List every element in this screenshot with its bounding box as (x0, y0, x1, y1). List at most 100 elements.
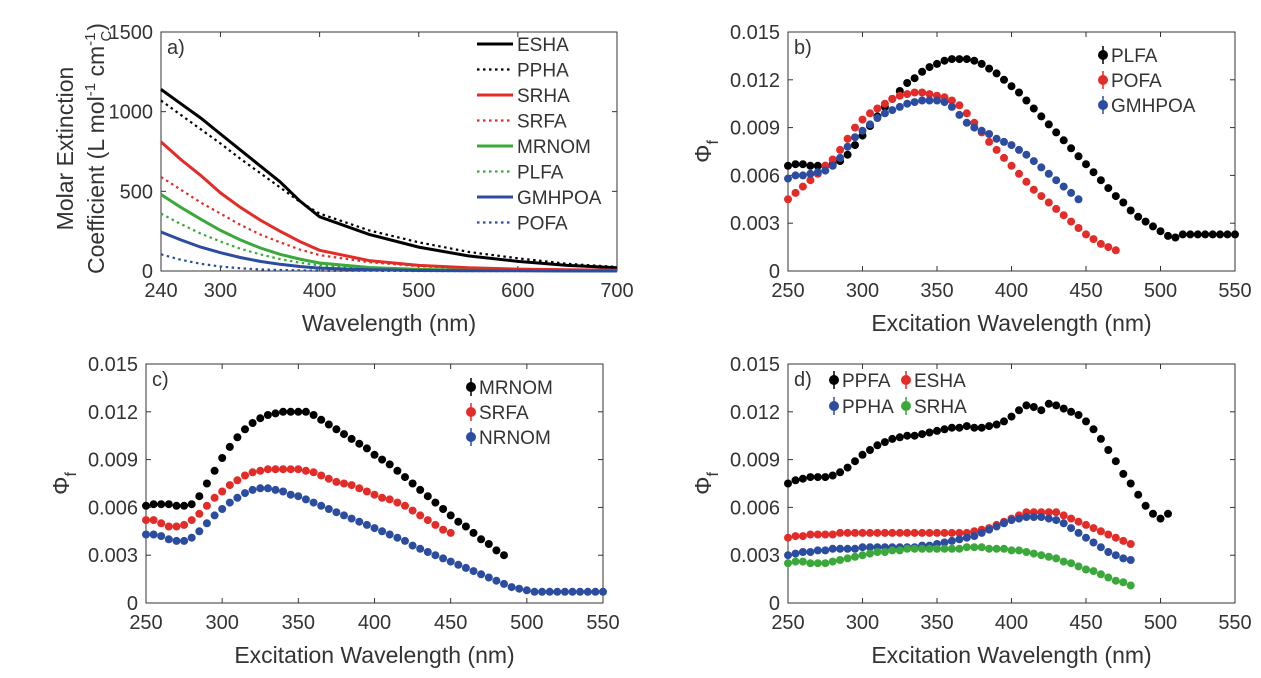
data-point-ppha (836, 544, 845, 553)
data-point-nrnom (301, 495, 310, 504)
x-tick-label: 550 (1218, 612, 1251, 634)
data-point-nrnom (256, 484, 265, 493)
data-point-ppha (851, 544, 859, 553)
data-point-pofa (1082, 230, 1090, 239)
data-point-srha (910, 544, 919, 553)
data-point-plfa (784, 161, 792, 170)
data-point-srfa (202, 501, 211, 510)
data-point-pofa (866, 109, 874, 118)
x-tick-label: 400 (995, 612, 1028, 634)
data-point-gmhpoa (888, 106, 897, 115)
data-point-nrnom (210, 511, 219, 520)
data-point-srha (1022, 548, 1031, 556)
data-point-plfa (1231, 230, 1239, 239)
data-point-srha (1029, 549, 1038, 558)
x-tick-label: 350 (920, 612, 953, 634)
y-tick-label: 0.015 (88, 354, 138, 376)
data-point-srha (1111, 576, 1120, 585)
data-point-ppfa (1126, 479, 1135, 488)
data-point-mrnom (317, 415, 326, 424)
data-point-srfa (157, 519, 166, 528)
data-point-ppfa (880, 438, 889, 447)
data-point-ppha (1089, 538, 1098, 547)
data-point-mrnom (157, 500, 166, 509)
data-point-pofa (791, 188, 800, 197)
data-point-nrnom (286, 490, 295, 499)
data-point-gmhpoa (1029, 157, 1038, 166)
legend-label-plfa: PLFA (1111, 46, 1158, 67)
data-point-srha (1007, 546, 1016, 555)
data-point-nrnom (263, 484, 272, 493)
data-point-srha (903, 544, 912, 553)
data-point-plfa (1074, 152, 1083, 161)
data-point-srfa (149, 516, 158, 525)
data-point-nrnom (202, 519, 211, 528)
data-point-esha (1111, 533, 1120, 542)
y-tick-label: 0.006 (730, 497, 780, 519)
data-point-pofa (1111, 246, 1120, 255)
data-point-pofa (955, 101, 964, 110)
data-point-srfa (172, 522, 181, 531)
data-point-esha (880, 528, 889, 537)
data-point-plfa (1000, 75, 1008, 84)
y-axis-label: Φf (48, 472, 80, 495)
data-point-gmhpoa (1052, 176, 1061, 185)
data-point-esha (873, 528, 882, 537)
data-point-gmhpoa (940, 98, 949, 107)
data-point-gmhpoa (851, 133, 859, 142)
data-point-srha (1074, 562, 1083, 571)
data-point-mrnom (439, 505, 448, 513)
data-point-plfa (1126, 206, 1135, 215)
data-point-ppfa (851, 457, 859, 466)
data-point-mrnom (187, 500, 196, 509)
data-point-srha (843, 554, 852, 563)
x-tick-label: 550 (586, 612, 619, 634)
data-point-ppha (806, 548, 815, 556)
data-point-gmhpoa (813, 168, 822, 177)
data-point-gmhpoa (858, 126, 867, 135)
legend-label-srha: SRHA (914, 397, 967, 418)
data-point-ppfa (836, 468, 845, 477)
y-tick-label: 0 (769, 593, 780, 615)
data-point-ppha (858, 543, 867, 552)
data-point-esha (851, 528, 859, 537)
legend-marker-nrnom (466, 432, 476, 442)
data-point-plfa (1149, 222, 1157, 231)
data-point-mrnom (347, 434, 356, 443)
data-point-ppha (791, 549, 800, 558)
data-point-ppfa (806, 473, 815, 482)
data-point-esha (1126, 540, 1135, 548)
y-axis-label-part: C (98, 31, 115, 42)
legend-label-mrnom: MRNOM (517, 137, 591, 158)
data-point-pofa (1067, 217, 1076, 226)
data-point-mrnom (355, 439, 364, 448)
data-point-nrnom (416, 544, 425, 553)
legend-label-esha: ESHA (517, 35, 569, 56)
data-point-ppha (992, 522, 1001, 531)
x-tick-label: 450 (434, 612, 467, 634)
data-point-pofa (1022, 177, 1031, 186)
data-point-plfa (1216, 230, 1225, 239)
data-point-ppha (1022, 513, 1031, 521)
y-tick-label: 500 (120, 181, 153, 203)
data-point-nrnom (507, 583, 516, 592)
data-point-nrnom (355, 517, 364, 526)
data-point-plfa (940, 56, 949, 65)
data-point-pofa (1037, 192, 1046, 201)
data-point-ppfa (1164, 509, 1172, 518)
data-point-ppfa (1007, 412, 1016, 421)
data-point-ppfa (1037, 406, 1046, 415)
data-point-plfa (992, 69, 1001, 78)
legend-marker-mrnom (466, 382, 476, 392)
chart-panel-3: 250 300 350 400 450 500 550 0 0.003 0.006 0.009 0.0… (48, 354, 620, 668)
data-point-nrnom (248, 485, 257, 494)
legend-marker-srfa (466, 407, 476, 417)
data-point-mrnom (500, 551, 508, 560)
y-tick-label: 0 (142, 261, 153, 283)
data-point-nrnom (393, 533, 402, 542)
data-point-gmhpoa (1059, 182, 1068, 191)
data-point-ppfa (947, 423, 956, 432)
data-point-esha (866, 528, 874, 537)
data-point-pofa (918, 88, 927, 97)
legend-marker-esha (901, 375, 911, 385)
